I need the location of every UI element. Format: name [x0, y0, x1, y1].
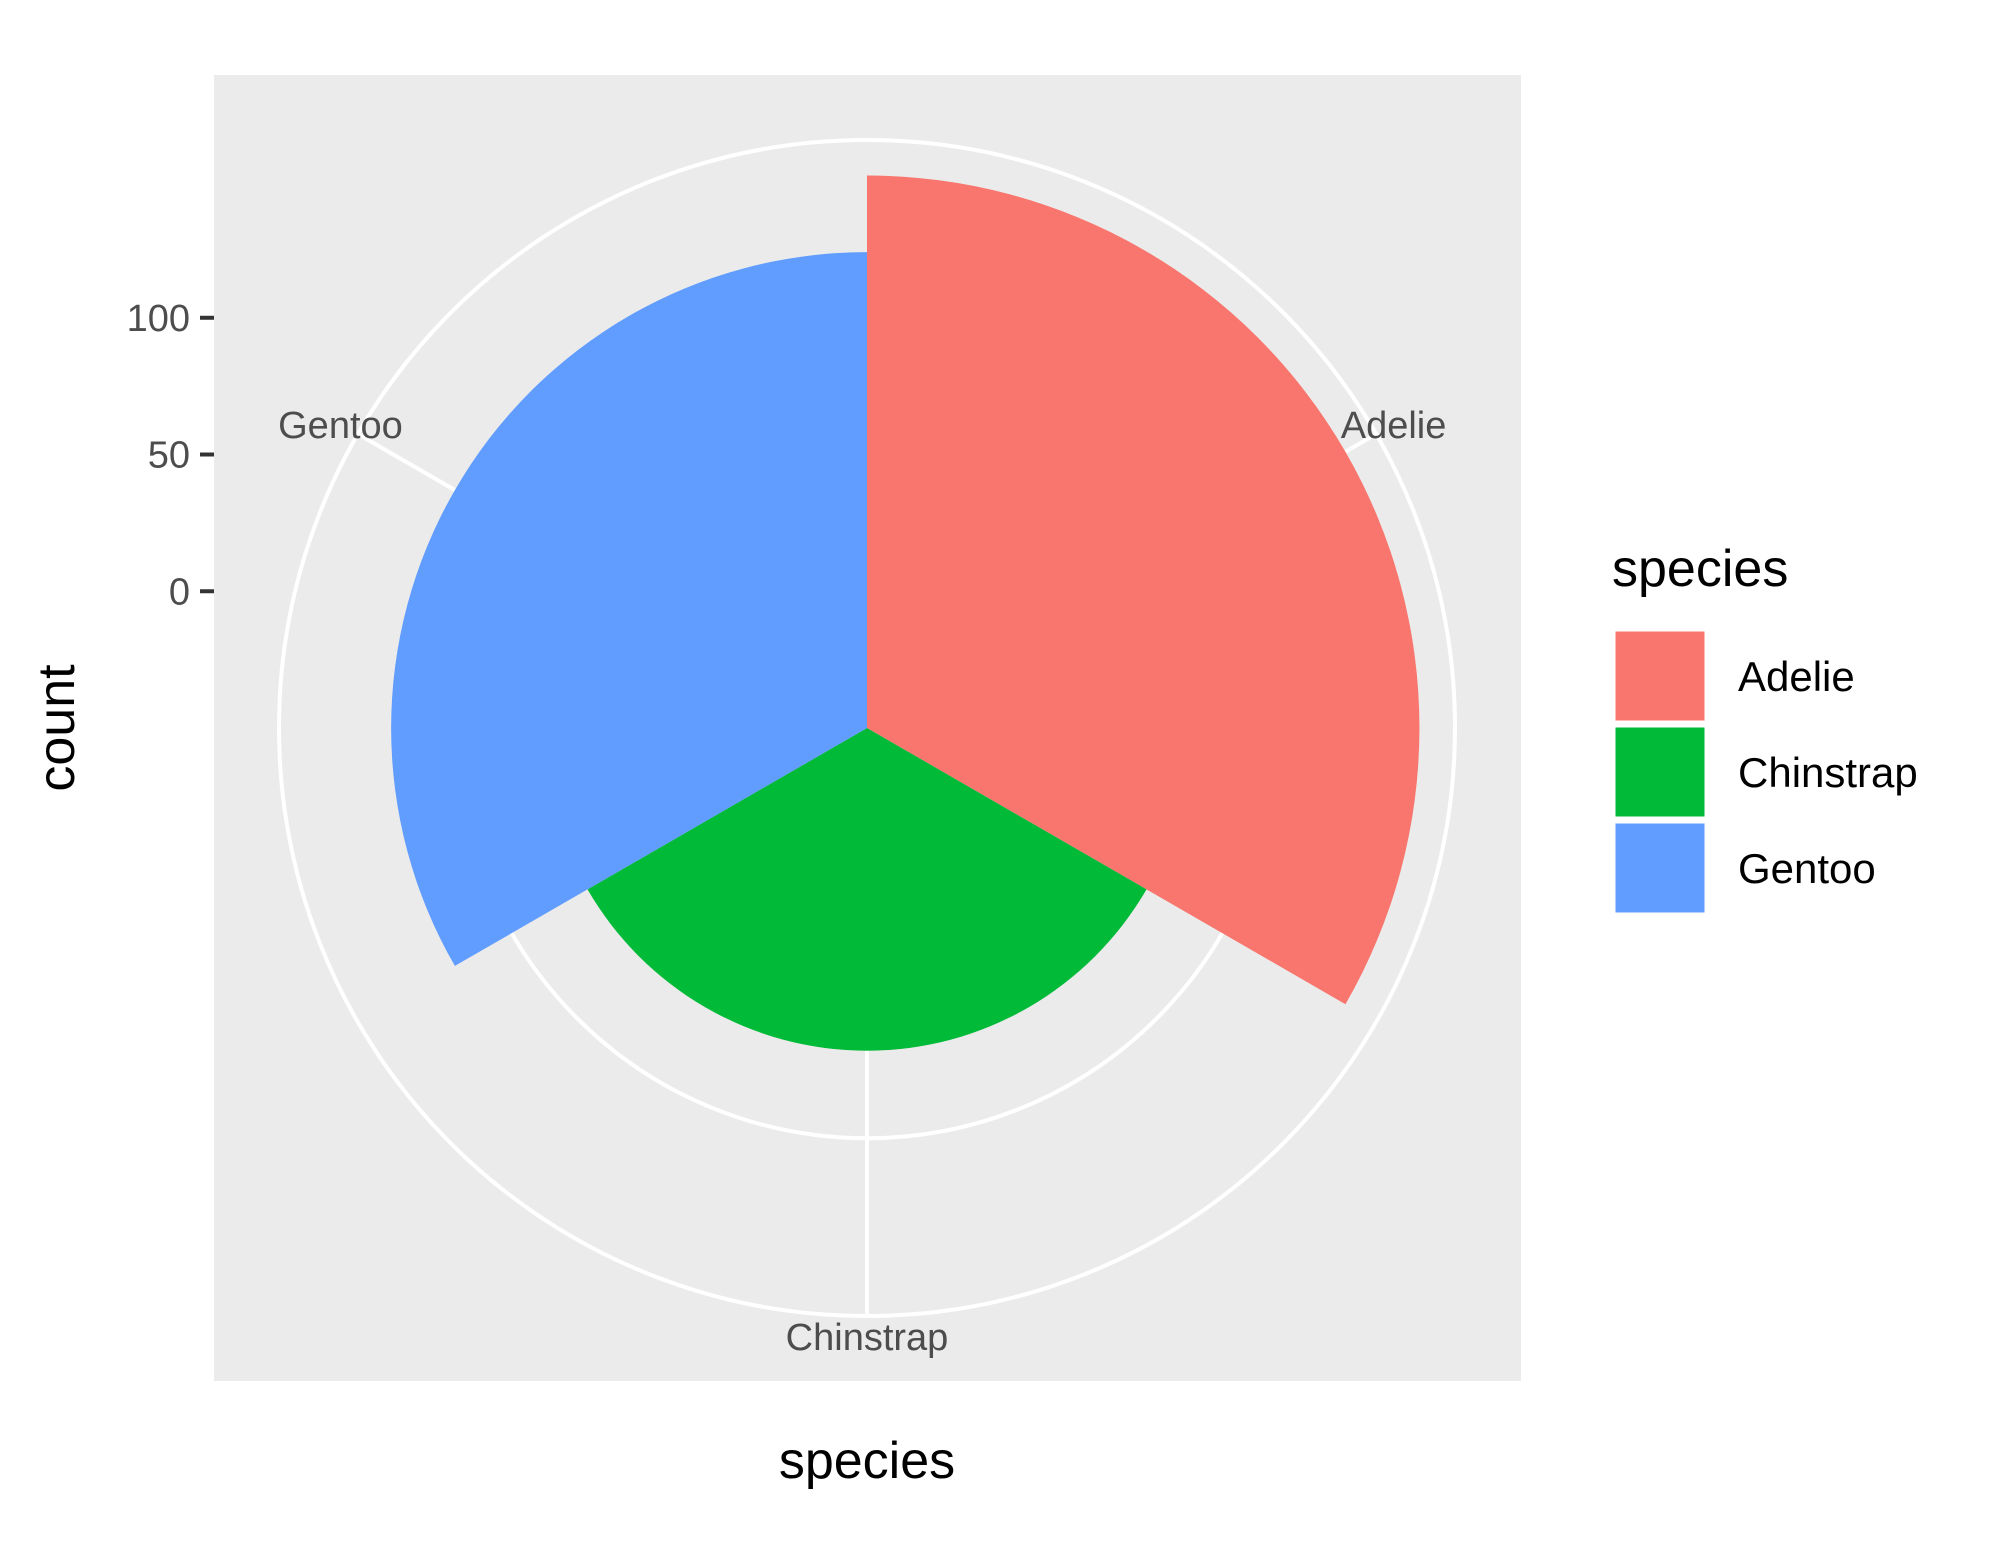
legend-key-adelie: [1612, 628, 1708, 724]
legend: species Adelie Chinstrap Gentoo: [1612, 540, 1918, 916]
y-axis-title: count: [28, 664, 86, 792]
legend-key-gentoo: [1612, 820, 1708, 916]
bars-layer: [391, 175, 1420, 1051]
x-axis-title: species: [779, 1432, 955, 1490]
legend-label-adelie: Adelie: [1738, 653, 1855, 700]
category-label-chinstrap: Chinstrap: [786, 1317, 949, 1359]
legend-label-chinstrap: Chinstrap: [1738, 749, 1918, 796]
bar-chinstrap: [587, 728, 1147, 1051]
bar-adelie: [867, 175, 1420, 1005]
legend-label-gentoo: Gentoo: [1738, 845, 1876, 892]
y-tick-label: 0: [169, 571, 190, 613]
y-tick-label: 50: [148, 435, 190, 477]
bar-gentoo: [391, 252, 867, 966]
y-axis: 0 50 100: [127, 298, 214, 613]
legend-key-chinstrap: [1612, 724, 1708, 820]
category-label-adelie: Adelie: [1341, 405, 1447, 447]
y-tick-label: 100: [127, 298, 190, 340]
category-label-gentoo: Gentoo: [278, 405, 403, 447]
category-labels: Adelie Chinstrap Gentoo: [278, 405, 1446, 1359]
legend-title: species: [1612, 540, 1788, 598]
